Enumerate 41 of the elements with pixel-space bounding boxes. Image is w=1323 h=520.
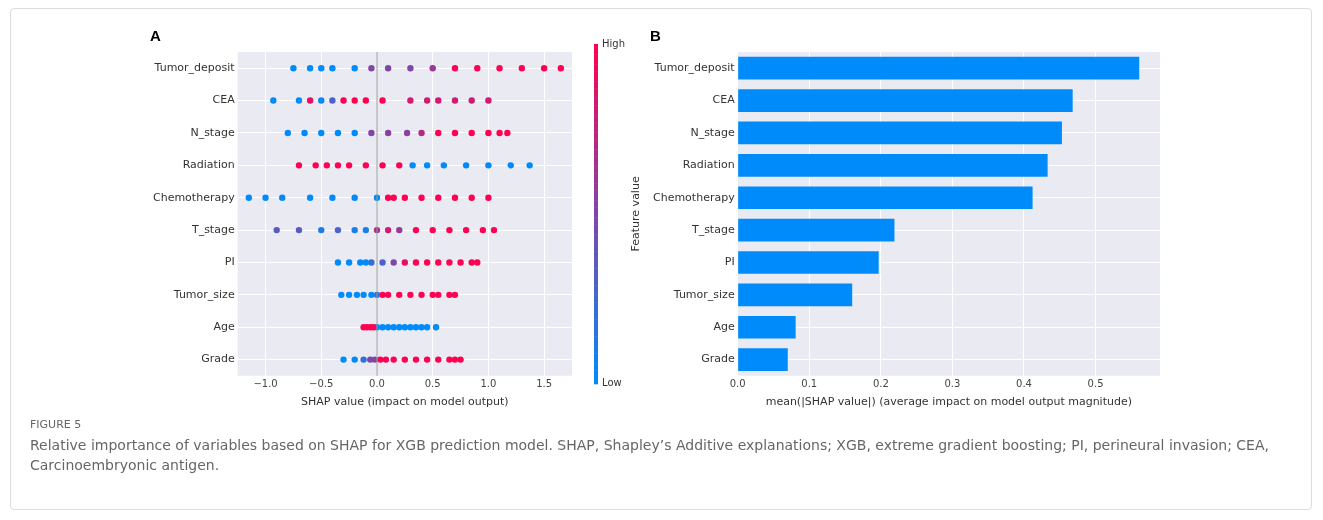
y-tick-label: Age xyxy=(713,320,735,334)
x-tick-label: 0.0 xyxy=(729,378,746,390)
x-tick-label: 0.3 xyxy=(944,378,961,390)
y-tick-label: Chemotherapy xyxy=(652,190,736,204)
y-tick-label: Tumor_deposit xyxy=(153,61,236,75)
y-tick-label: N_stage xyxy=(190,125,235,139)
y-tick-label: Radiation xyxy=(682,158,735,172)
y-tick-label: T_stage xyxy=(190,222,235,236)
x-tick-label: 0.4 xyxy=(1016,378,1032,390)
x-axis-title: mean(|SHAP value|) (average impact on model output magnitude) xyxy=(765,395,1133,409)
y-tick-label: N_stage xyxy=(690,125,735,139)
color-bar-label: Low xyxy=(602,377,622,389)
y-tick-label: Tumor_size xyxy=(672,287,735,301)
y-tick-label: Age xyxy=(213,320,235,334)
y-tick-label: CEA xyxy=(212,93,236,107)
x-tick-label: 0.2 xyxy=(872,378,889,390)
color-bar-title: Feature value xyxy=(628,176,642,252)
x-tick-label: 1.5 xyxy=(536,378,553,390)
y-tick-label: PI xyxy=(724,255,735,269)
y-tick-label: CEA xyxy=(712,93,736,107)
x-tick-label: 1.0 xyxy=(480,378,497,390)
chart-title: B xyxy=(650,27,661,45)
y-tick-label: T_stage xyxy=(690,222,735,236)
color-bar-label: High xyxy=(602,37,625,49)
y-tick-label: PI xyxy=(224,255,235,269)
x-tick-label: 0.5 xyxy=(1087,378,1104,390)
text: Relative importance of variables based on SHAP for XGB prediction model. SHAP, Shapley’s Additive explanations; XGB, extreme gradient boosting; PI, perineural invasion; CEA, Carcinoembryonic antigen. xyxy=(30,436,1270,475)
y-tick-label: Tumor_deposit xyxy=(653,61,736,75)
y-tick-label: Grade xyxy=(701,352,735,366)
x-tick-label: −0.5 xyxy=(309,378,334,390)
x-tick-label: −1.0 xyxy=(253,378,278,390)
x-tick-label: 0.5 xyxy=(424,378,441,390)
y-tick-label: Tumor_size xyxy=(172,287,235,301)
caption: FIGURE 5 xyxy=(30,418,83,431)
y-tick-label: Grade xyxy=(201,352,235,366)
y-tick-label: Chemotherapy xyxy=(152,190,236,204)
y-tick-label: Radiation xyxy=(182,158,235,172)
x-tick-label: 0.0 xyxy=(369,378,385,390)
x-axis-title: SHAP value (impact on model output) xyxy=(301,395,509,409)
chart-title: A xyxy=(150,27,161,45)
x-tick-label: 0.1 xyxy=(801,378,818,390)
